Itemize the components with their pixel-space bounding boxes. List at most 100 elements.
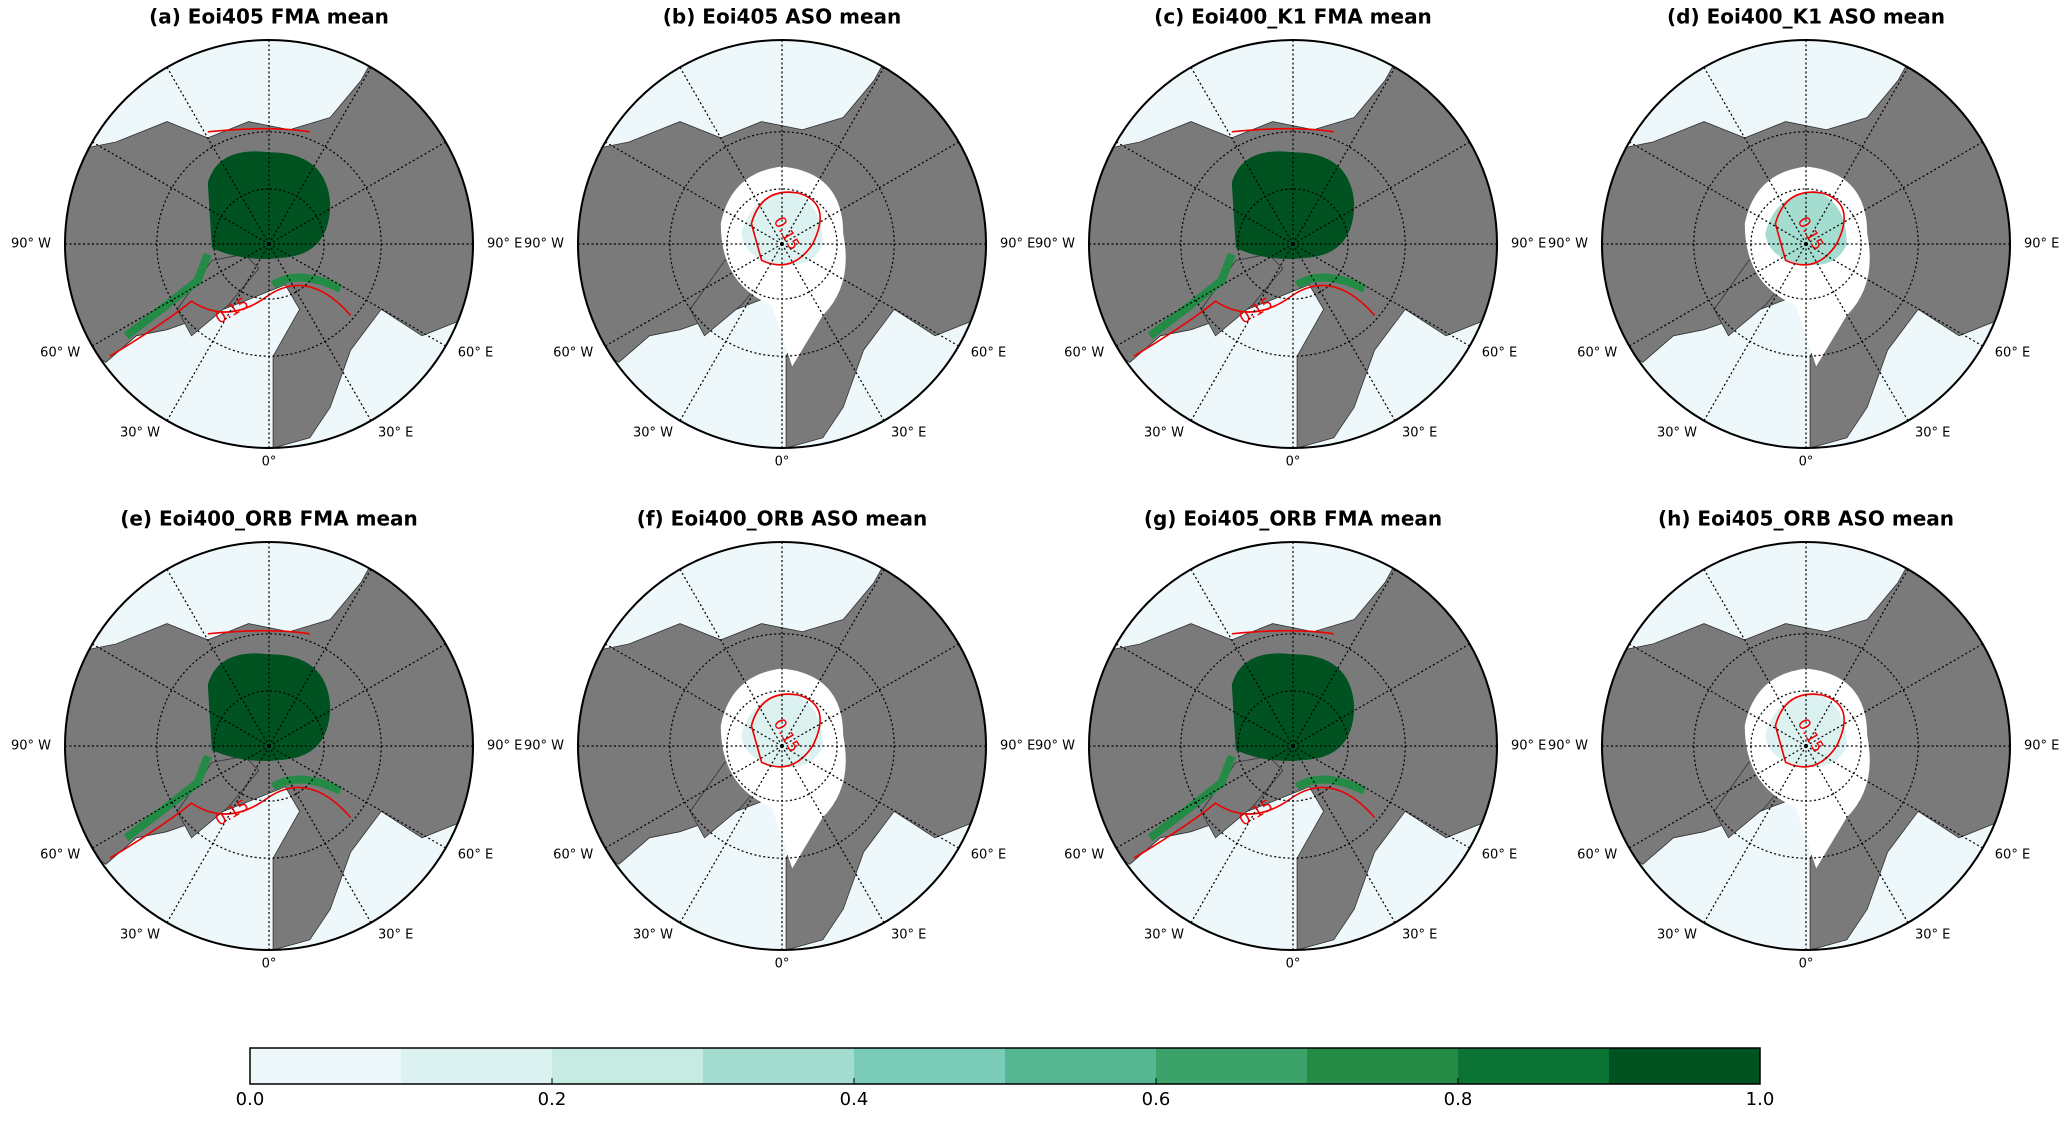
- lon-label: 30° W: [1144, 425, 1184, 440]
- lon-label: 90° W: [11, 739, 51, 754]
- lon-label: 30° E: [378, 927, 413, 942]
- colorbar-frame: [249, 1047, 1761, 1085]
- sea-ice: [741, 190, 823, 265]
- contour: [109, 127, 352, 357]
- lon-label: 90° W: [1548, 237, 1588, 252]
- colorbar-bin: [1156, 1048, 1307, 1084]
- lon-label: 60° W: [1577, 848, 1617, 863]
- ice-edge: [1147, 754, 1367, 842]
- ice-edge: [123, 754, 343, 842]
- lon-label: 0°: [775, 957, 790, 972]
- map-border: [63, 38, 475, 450]
- lon-label: 60° E: [1995, 848, 2030, 863]
- lon-label: 30° E: [1402, 927, 1437, 942]
- map-body: [578, 40, 986, 448]
- lon-label: 30° E: [1915, 425, 1950, 440]
- polar-map: [1087, 540, 1499, 952]
- lon-label: 30° E: [891, 425, 926, 440]
- colorbar-bin: [1005, 1048, 1156, 1084]
- lon-label: 30° W: [120, 425, 160, 440]
- contour: [109, 629, 352, 859]
- sea-ice: [1765, 692, 1847, 767]
- polar-map: [576, 540, 988, 952]
- lon-label: 30° E: [1915, 927, 1950, 942]
- contour: [1774, 191, 1845, 266]
- lon-label: 90° E: [1511, 739, 1546, 754]
- panel-title: (b) Eoi405 ASO mean: [663, 5, 902, 29]
- map-body: [65, 40, 473, 448]
- lon-label: 90° E: [2024, 739, 2059, 754]
- map-border: [1087, 540, 1499, 952]
- lon-label: 30° W: [1657, 425, 1697, 440]
- panel-title: (h) Eoi405_ORB ASO mean: [1658, 507, 1954, 531]
- lon-label: 90° W: [1035, 739, 1075, 754]
- map-border: [1600, 38, 2012, 450]
- lon-label: 60° E: [971, 346, 1006, 361]
- map-body: [578, 542, 986, 950]
- greenland: [1200, 253, 1284, 337]
- lon-label: 60° E: [971, 848, 1006, 863]
- contour: [1133, 127, 1376, 357]
- lon-label: 0°: [1286, 957, 1301, 972]
- colorbar-tick-label: 0.0: [236, 1089, 265, 1110]
- lon-label: 30° W: [633, 927, 673, 942]
- lon-label: 90° W: [1035, 237, 1075, 252]
- lon-label: 30° W: [633, 425, 673, 440]
- contour: [1774, 693, 1845, 768]
- colorbar-bin: [250, 1048, 401, 1084]
- map-border: [1087, 38, 1499, 450]
- lon-label: 60° E: [1482, 848, 1517, 863]
- lon-label: 90° W: [524, 237, 564, 252]
- colorbar-tick-label: 0.8: [1444, 1089, 1473, 1110]
- lon-label: 0°: [775, 455, 790, 470]
- lon-label: 60° W: [40, 346, 80, 361]
- panel-title: (d) Eoi400_K1 ASO mean: [1667, 5, 1945, 29]
- lon-label: 90° W: [11, 237, 51, 252]
- panel-title: (c) Eoi400_K1 FMA mean: [1154, 5, 1432, 29]
- polar-map: [1087, 38, 1499, 450]
- ice-edge: [1147, 252, 1367, 340]
- lon-label: 60° W: [1064, 848, 1104, 863]
- colorbar-tick-label: 0.4: [840, 1089, 869, 1110]
- sea-ice: [1231, 151, 1355, 259]
- panel-title: (e) Eoi400_ORB FMA mean: [120, 507, 418, 531]
- greenland: [176, 755, 260, 839]
- lon-label: 60° E: [1482, 346, 1517, 361]
- map-border: [576, 540, 988, 952]
- lon-label: 90° E: [1000, 739, 1035, 754]
- map-border: [1600, 540, 2012, 952]
- colorbar-tick-label: 1.0: [1746, 1089, 1775, 1110]
- lon-label: 30° E: [891, 927, 926, 942]
- map-body: [1089, 542, 1497, 950]
- lon-label: 90° E: [1511, 237, 1546, 252]
- lon-label: 30° W: [1657, 927, 1697, 942]
- lon-label: 60° W: [40, 848, 80, 863]
- lon-label: 90° W: [524, 739, 564, 754]
- sea-ice: [741, 692, 823, 767]
- lon-label: 30° E: [1402, 425, 1437, 440]
- map-border: [576, 38, 988, 450]
- lon-label: 90° E: [2024, 237, 2059, 252]
- greenland: [1200, 755, 1284, 839]
- sea-ice: [1231, 653, 1355, 761]
- polar-map: [63, 540, 475, 952]
- lon-label: 0°: [1799, 455, 1814, 470]
- sea-ice: [207, 653, 331, 761]
- colorbar-bin: [854, 1048, 1005, 1084]
- colorbar-tick-label: 0.6: [1142, 1089, 1171, 1110]
- contour: [750, 693, 821, 768]
- lon-label: 90° E: [487, 237, 522, 252]
- map-body: [1089, 40, 1497, 448]
- panel-title: (a) Eoi405 FMA mean: [149, 5, 389, 29]
- lon-label: 30° E: [378, 425, 413, 440]
- colorbar-bin: [703, 1048, 854, 1084]
- sea-ice: [1765, 190, 1847, 265]
- polar-map: [1600, 540, 2012, 952]
- lon-label: 60° W: [1064, 346, 1104, 361]
- polar-map: [63, 38, 475, 450]
- map-body: [1602, 542, 2010, 950]
- lon-label: 60° W: [553, 848, 593, 863]
- lon-label: 0°: [262, 455, 277, 470]
- lon-label: 30° W: [1144, 927, 1184, 942]
